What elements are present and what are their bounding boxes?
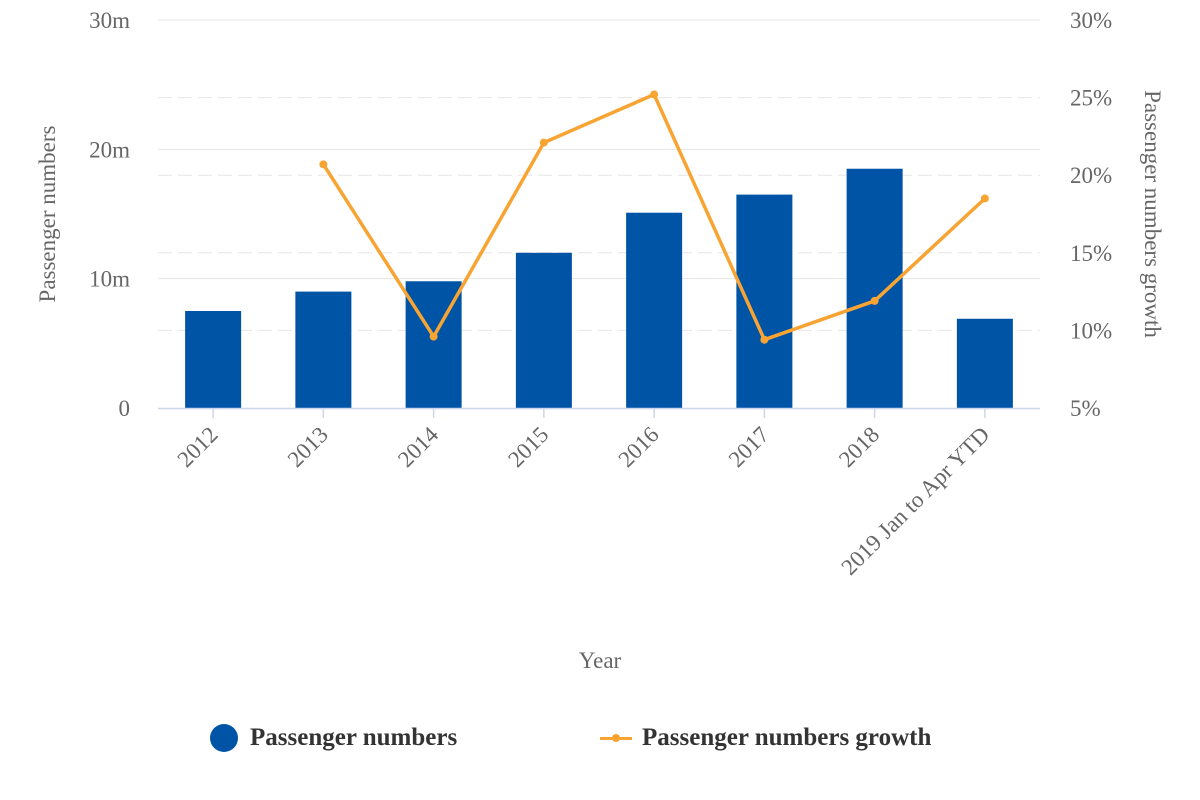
growth-point bbox=[539, 138, 548, 147]
grid-lines bbox=[158, 19, 1040, 331]
x-tick-label: 2014 bbox=[393, 422, 444, 473]
right-y-tick-label: 5% bbox=[1070, 396, 1101, 421]
growth-point bbox=[980, 194, 989, 203]
line-marker-dot-icon bbox=[612, 733, 620, 742]
left-y-tick-label: 30m bbox=[89, 8, 130, 33]
bar bbox=[515, 252, 572, 408]
right-y-tick-label: 20% bbox=[1070, 163, 1112, 188]
x-tick-label: 2017 bbox=[724, 422, 774, 472]
legend-item-passenger-numbers[interactable]: Passenger numbers bbox=[210, 716, 457, 760]
bar bbox=[956, 318, 1013, 408]
bar bbox=[846, 168, 903, 408]
x-tick-label: 2015 bbox=[503, 422, 553, 472]
x-tick-label: 2018 bbox=[834, 422, 884, 472]
bar bbox=[626, 212, 683, 408]
right-y-tick-label: 30% bbox=[1070, 8, 1112, 33]
legend-item-passenger-numbers-growth[interactable]: Passenger numbers growth bbox=[600, 716, 931, 760]
bar bbox=[295, 291, 352, 408]
right-y-tick-label: 10% bbox=[1070, 318, 1112, 343]
x-tick-label: 2013 bbox=[283, 422, 333, 472]
right-y-axis-title: Passenger numbers growth bbox=[1140, 90, 1165, 338]
left-y-axis: 0 10m 20m 30m bbox=[89, 8, 130, 421]
x-tick-label: 2016 bbox=[613, 422, 663, 472]
bar-series-marker-icon bbox=[210, 724, 238, 752]
growth-point bbox=[429, 332, 438, 341]
left-y-tick-label: 0 bbox=[119, 396, 131, 421]
right-y-axis: 5% 10% 15% 20% 25% 30% bbox=[1070, 8, 1112, 421]
right-y-tick-label: 25% bbox=[1070, 86, 1112, 111]
bar bbox=[736, 194, 793, 408]
growth-point bbox=[650, 90, 659, 99]
growth-point bbox=[319, 160, 328, 169]
x-tick-label: 2012 bbox=[172, 422, 222, 472]
x-axis-title: Year bbox=[579, 648, 622, 673]
bar bbox=[185, 311, 242, 408]
growth-point bbox=[760, 335, 769, 344]
line-series-marker-icon bbox=[600, 733, 632, 742]
left-y-axis-title: Passenger numbers bbox=[35, 125, 60, 302]
left-y-tick-label: 20m bbox=[89, 137, 130, 162]
growth-point bbox=[870, 296, 879, 305]
legend-label-passenger-numbers-growth: Passenger numbers growth bbox=[642, 724, 932, 751]
right-y-tick-label: 15% bbox=[1070, 241, 1112, 266]
legend: Passenger numbers Passenger numbers grow… bbox=[0, 716, 1200, 760]
line-series bbox=[319, 90, 989, 344]
left-y-tick-label: 10m bbox=[89, 267, 130, 292]
legend-label-passenger-numbers: Passenger numbers bbox=[250, 724, 458, 751]
